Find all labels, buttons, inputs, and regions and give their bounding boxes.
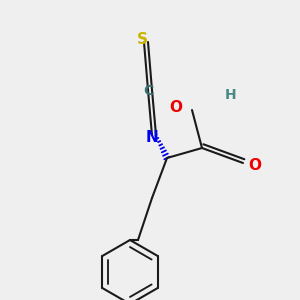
Text: H: H [225, 88, 237, 102]
Text: N: N [146, 130, 158, 145]
Text: O: O [248, 158, 261, 173]
Text: O: O [169, 100, 182, 116]
Text: S: S [136, 32, 148, 47]
Text: C: C [143, 84, 153, 98]
